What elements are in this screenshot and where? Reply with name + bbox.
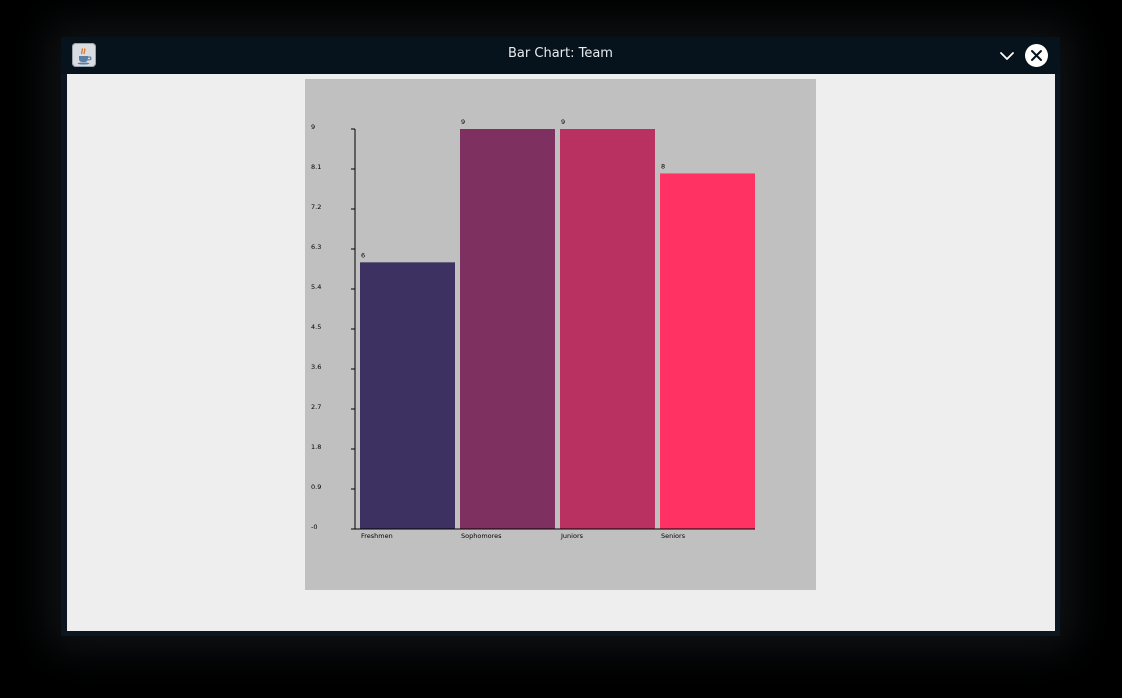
bar-chart: -0 0.9 1.8 2.7 3.6 4.5 5.4 6.3 7.2 8.1 9 6 9 9 8 Fres…: [305, 79, 816, 590]
x-tick-label: Sophomores: [461, 532, 502, 540]
bar-freshmen: [360, 262, 455, 529]
y-tick-label: 2.7: [311, 403, 321, 411]
bar-value-label: 8: [661, 162, 665, 170]
bar-seniors: [660, 173, 755, 529]
close-button[interactable]: [1025, 44, 1048, 67]
window-title: Bar Chart: Team: [508, 46, 613, 61]
value-labels: 6 9 9 8: [361, 118, 665, 259]
chevron-down-icon: [1000, 52, 1014, 60]
x-tick-label: Seniors: [661, 532, 686, 540]
y-tick-label: 9: [311, 123, 315, 131]
y-tick-label: 0.9: [311, 483, 321, 491]
x-tick-label: Freshmen: [361, 532, 393, 540]
bar-value-label: 9: [561, 118, 565, 126]
y-tick-label: 7.2: [311, 203, 321, 211]
y-tick-label: -0: [311, 523, 317, 531]
y-tick-label: 5.4: [311, 283, 321, 291]
app-window: Bar Chart: Team -0 0.9 1.8 2.7 3.6 4.5 5.4 6.3 7…: [61, 37, 1060, 636]
y-tick-label: 6.3: [311, 243, 321, 251]
x-axis: Freshmen Sophomores Juniors Seniors: [355, 528, 755, 540]
content-area: -0 0.9 1.8 2.7 3.6 4.5 5.4 6.3 7.2 8.1 9 6 9 9 8 Fres…: [67, 74, 1055, 631]
bar-sophomores: [460, 129, 555, 529]
x-tick-label: Juniors: [560, 532, 584, 540]
bar-value-label: 9: [461, 118, 465, 126]
minimize-button[interactable]: [996, 45, 1018, 67]
close-icon: [1031, 50, 1042, 61]
y-tick-label: 1.8: [311, 443, 321, 451]
title-bar[interactable]: Bar Chart: Team: [61, 37, 1060, 74]
y-tick-label: 8.1: [311, 163, 321, 171]
bar-value-label: 6: [361, 251, 365, 259]
y-tick-label: 4.5: [311, 323, 321, 331]
bars: [360, 129, 755, 529]
y-axis: -0 0.9 1.8 2.7 3.6 4.5 5.4 6.3 7.2 8.1 9: [311, 123, 356, 531]
y-tick-label: 3.6: [311, 363, 321, 371]
java-coffee-cup-icon[interactable]: [72, 43, 96, 67]
bar-juniors: [560, 129, 655, 529]
chart-canvas: -0 0.9 1.8 2.7 3.6 4.5 5.4 6.3 7.2 8.1 9 6 9 9 8 Fres…: [311, 118, 755, 540]
